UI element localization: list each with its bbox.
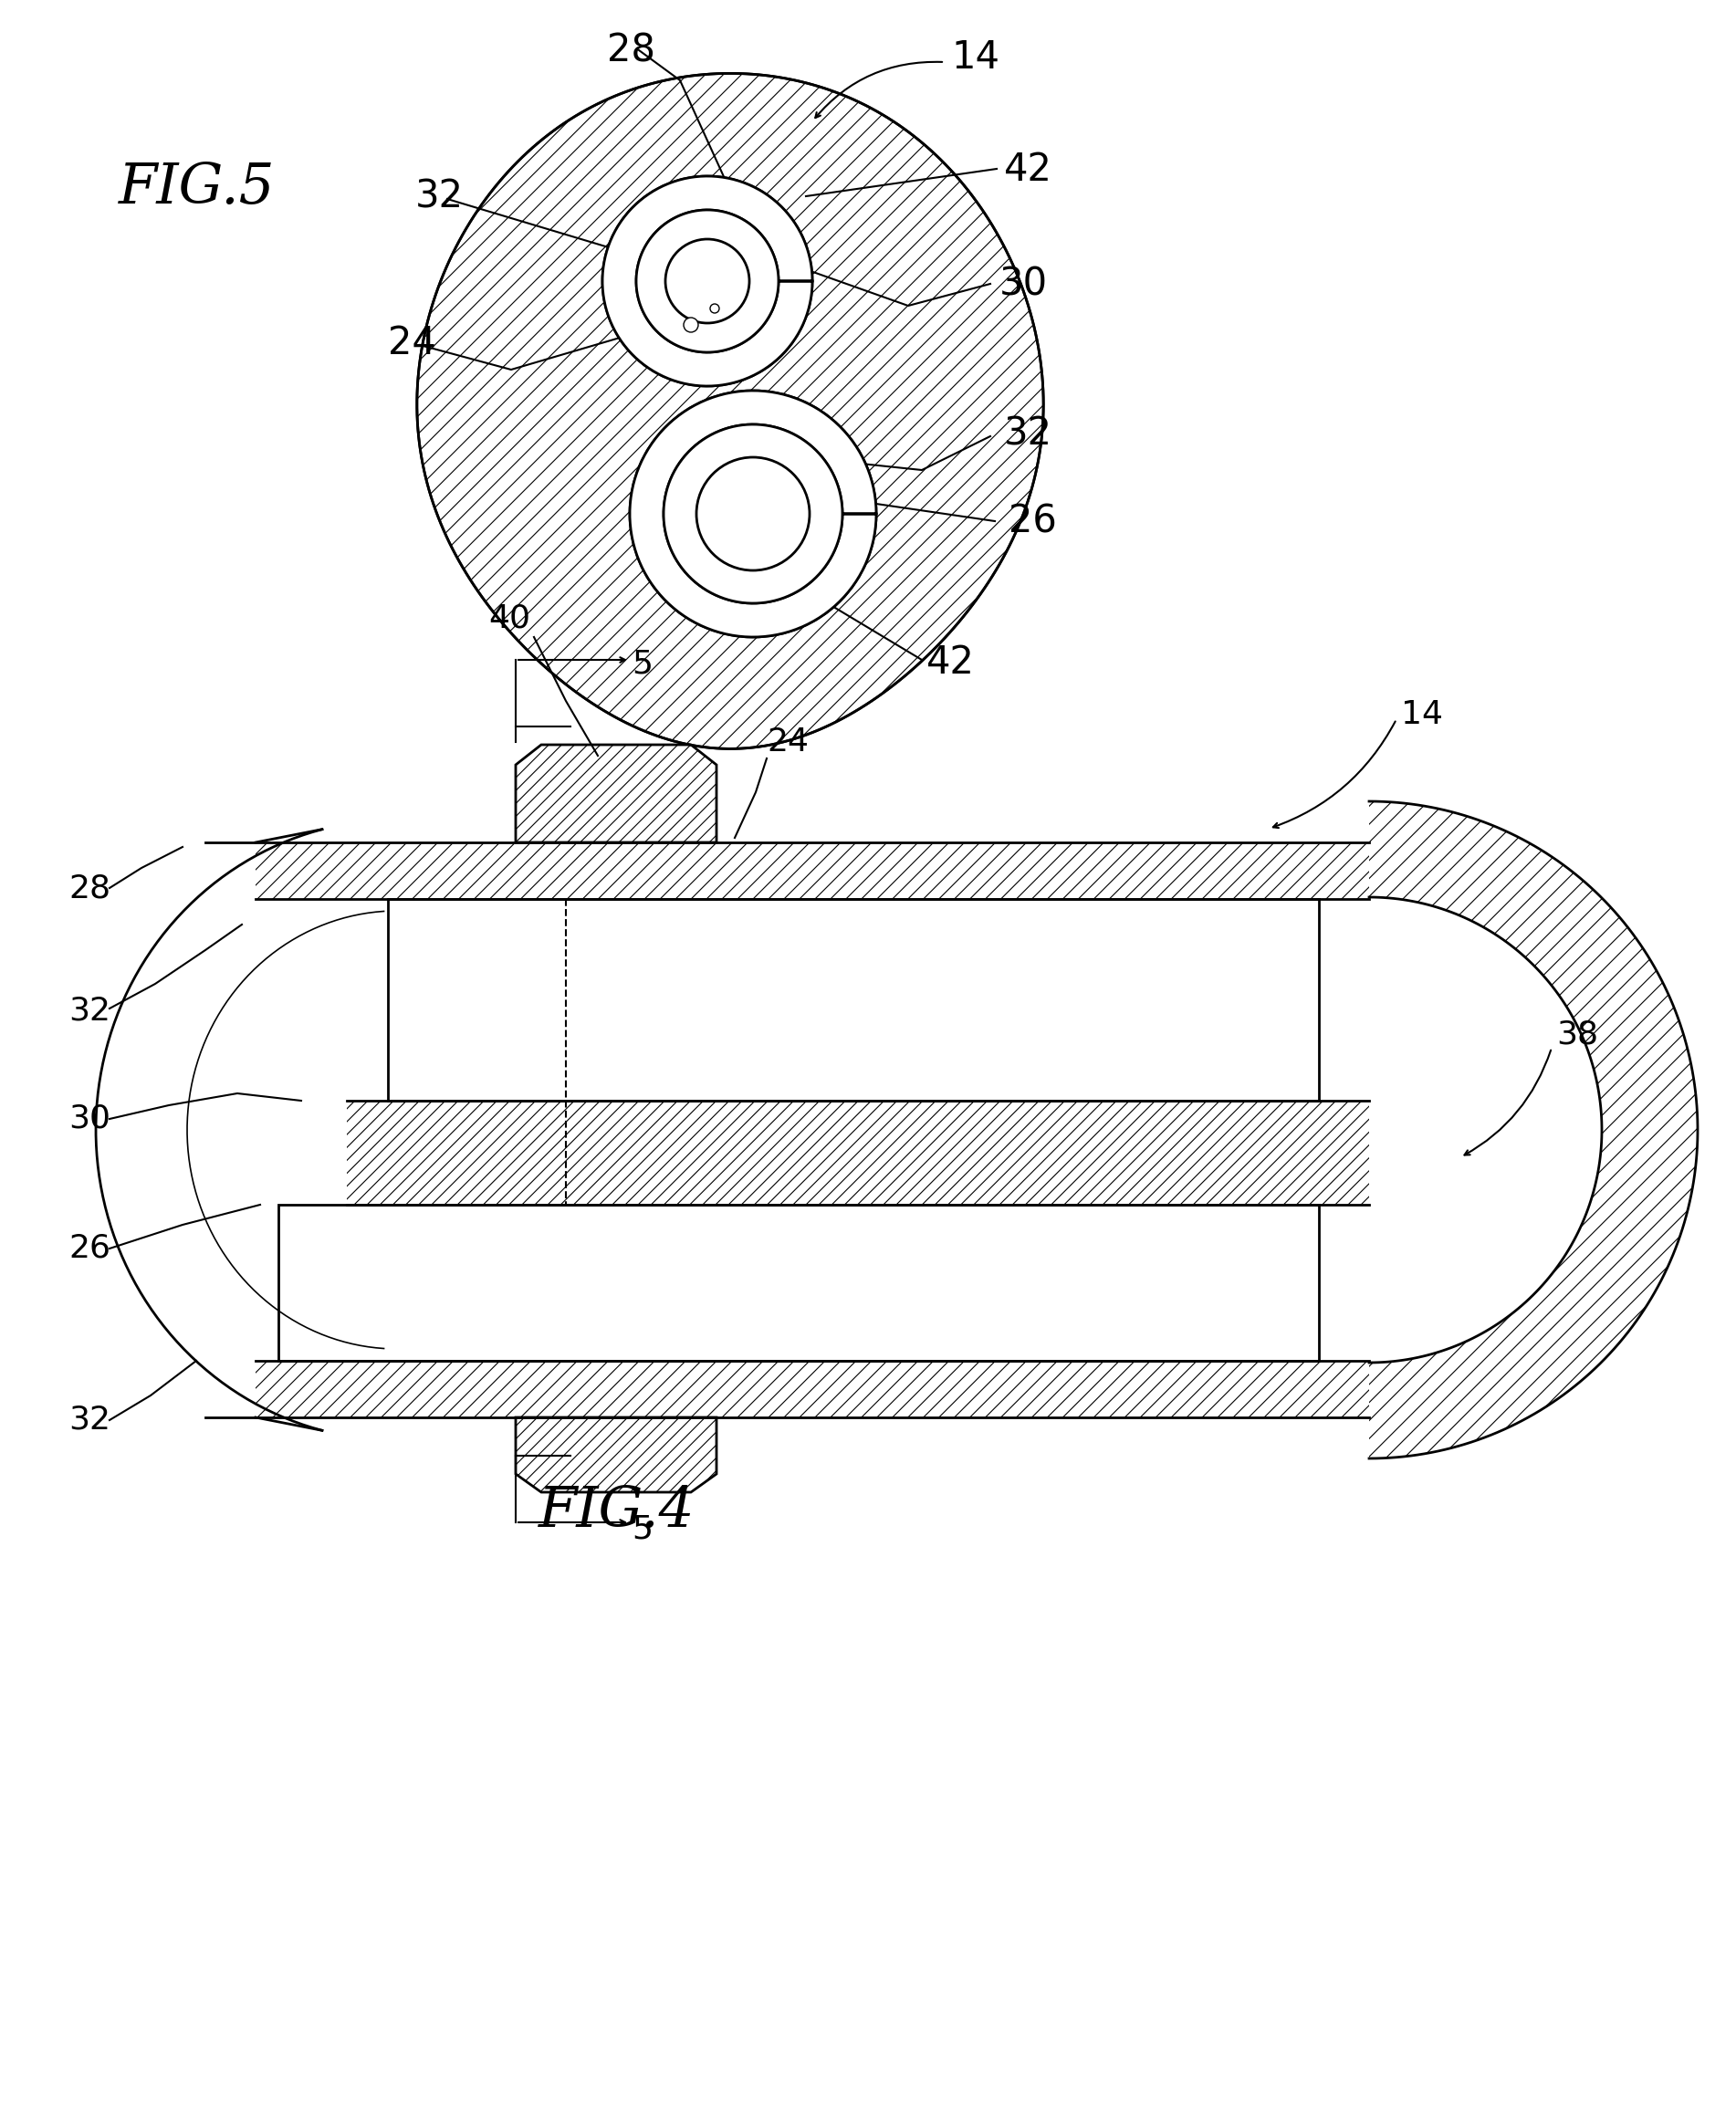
Text: 14: 14 [1401, 699, 1443, 730]
Text: 5: 5 [632, 1514, 653, 1545]
Text: 32: 32 [1003, 416, 1052, 454]
Text: FIG.4: FIG.4 [538, 1484, 694, 1539]
Polygon shape [516, 745, 717, 842]
Text: 40: 40 [488, 604, 529, 633]
Text: 32: 32 [68, 996, 111, 1026]
Polygon shape [635, 209, 778, 353]
Text: 30: 30 [1000, 264, 1049, 304]
Polygon shape [278, 1205, 1319, 1362]
Circle shape [684, 317, 698, 331]
Text: 28: 28 [68, 872, 111, 904]
Circle shape [710, 304, 719, 312]
Text: 38: 38 [1555, 1018, 1599, 1049]
Text: 24: 24 [767, 726, 809, 758]
Polygon shape [387, 899, 1319, 1100]
Polygon shape [417, 74, 1043, 749]
Text: FIG.5: FIG.5 [118, 160, 276, 215]
Text: 28: 28 [608, 32, 654, 70]
Text: 24: 24 [387, 323, 436, 363]
Circle shape [665, 239, 750, 323]
Circle shape [602, 175, 812, 386]
Text: 26: 26 [1009, 502, 1057, 540]
Polygon shape [516, 1416, 717, 1492]
Polygon shape [602, 175, 812, 386]
Text: 42: 42 [927, 644, 974, 682]
Polygon shape [630, 391, 877, 638]
Polygon shape [663, 424, 842, 604]
Text: 32: 32 [68, 1404, 111, 1435]
Text: 42: 42 [1003, 150, 1052, 188]
Text: 26: 26 [68, 1233, 111, 1264]
Text: 14: 14 [951, 38, 1000, 76]
Text: 5: 5 [632, 648, 653, 680]
Text: 30: 30 [68, 1104, 111, 1134]
Circle shape [696, 458, 809, 570]
Circle shape [630, 391, 877, 638]
Text: 32: 32 [415, 177, 464, 215]
